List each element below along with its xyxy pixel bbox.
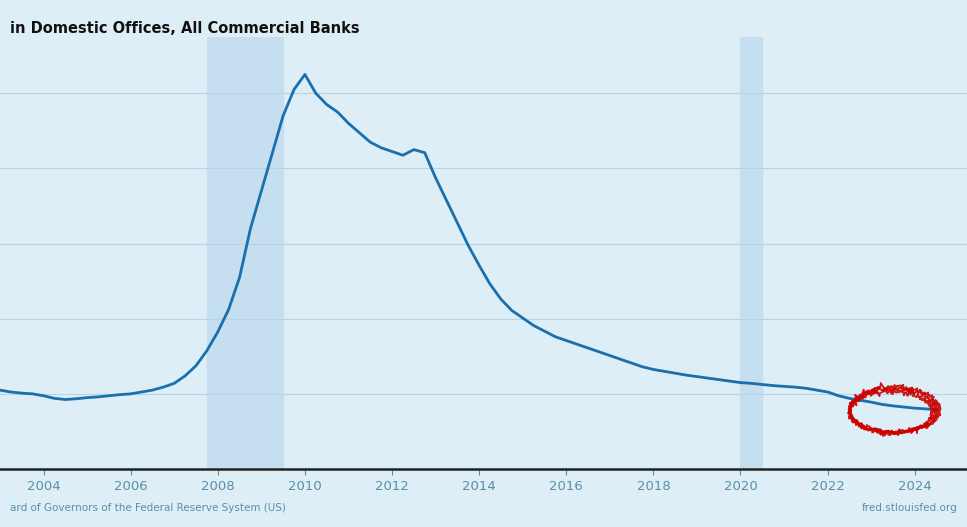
Text: fred.stlouisfed.org: fred.stlouisfed.org — [862, 503, 957, 513]
Bar — [207, 37, 283, 469]
Text: in Domestic Offices, All Commercial Banks: in Domestic Offices, All Commercial Bank… — [10, 21, 360, 36]
Text: ard of Governors of the Federal Reserve System (US): ard of Governors of the Federal Reserve … — [10, 503, 285, 513]
Bar — [741, 37, 762, 469]
